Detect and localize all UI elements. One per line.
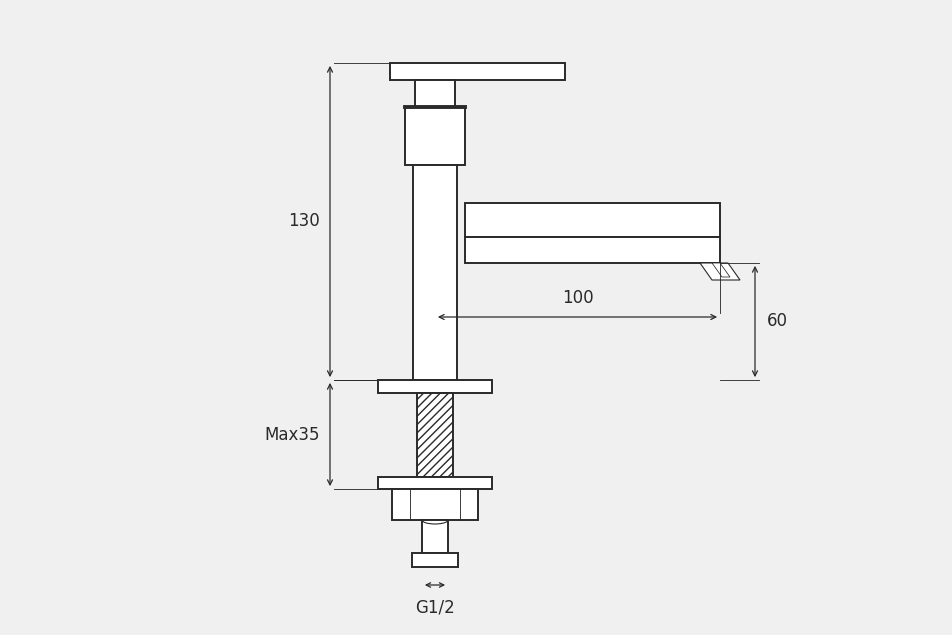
Text: 60: 60 [767,312,788,330]
Bar [465,237,720,263]
Bar [390,63,565,80]
Bar [378,380,492,393]
Bar [422,520,448,553]
Text: 100: 100 [562,289,593,307]
Bar [378,477,492,489]
Bar [412,553,458,567]
Bar [415,80,455,107]
Bar [413,165,457,380]
Polygon shape [700,263,740,280]
Polygon shape [712,263,730,277]
Text: Max35: Max35 [265,425,320,443]
Bar [405,107,465,165]
Bar [392,489,478,520]
Text: 130: 130 [288,213,320,231]
Bar [417,393,453,477]
Bar [465,203,720,237]
Text: G1/2: G1/2 [415,599,455,617]
